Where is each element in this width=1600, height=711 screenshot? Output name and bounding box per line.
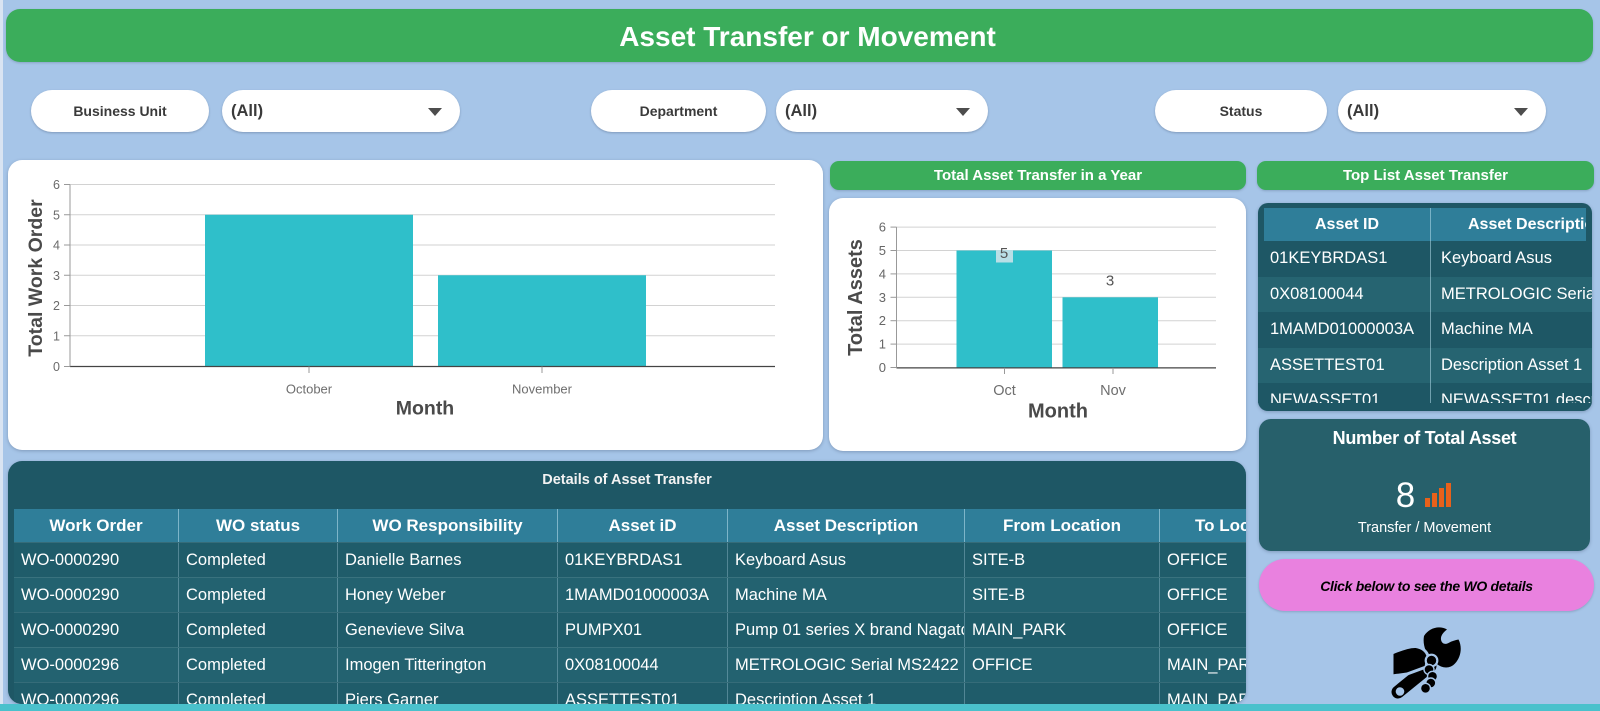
- svg-text:Month: Month: [1028, 401, 1088, 423]
- svg-text:5: 5: [1000, 245, 1008, 262]
- svg-text:Total Assets: Total Assets: [845, 239, 867, 356]
- svg-text:6: 6: [53, 178, 60, 192]
- svg-text:1: 1: [53, 329, 60, 343]
- svg-text:Oct: Oct: [993, 383, 1016, 399]
- svg-text:4: 4: [53, 239, 60, 253]
- svg-text:3: 3: [1106, 273, 1114, 290]
- svg-text:6: 6: [879, 220, 886, 235]
- svg-text:2: 2: [53, 299, 60, 313]
- svg-text:5: 5: [53, 208, 60, 222]
- svg-text:4: 4: [879, 266, 886, 281]
- svg-text:1: 1: [879, 337, 886, 352]
- svg-text:0: 0: [879, 360, 886, 375]
- svg-text:3: 3: [53, 269, 60, 283]
- svg-text:0: 0: [53, 360, 60, 374]
- svg-text:Total Work Order: Total Work Order: [25, 199, 47, 357]
- svg-text:3: 3: [879, 290, 886, 305]
- svg-text:5: 5: [879, 243, 886, 258]
- svg-text:November: November: [512, 382, 573, 397]
- svg-text:2: 2: [879, 313, 886, 328]
- svg-text:Month: Month: [396, 398, 454, 420]
- svg-text:October: October: [286, 382, 333, 397]
- svg-text:Nov: Nov: [1100, 383, 1127, 399]
